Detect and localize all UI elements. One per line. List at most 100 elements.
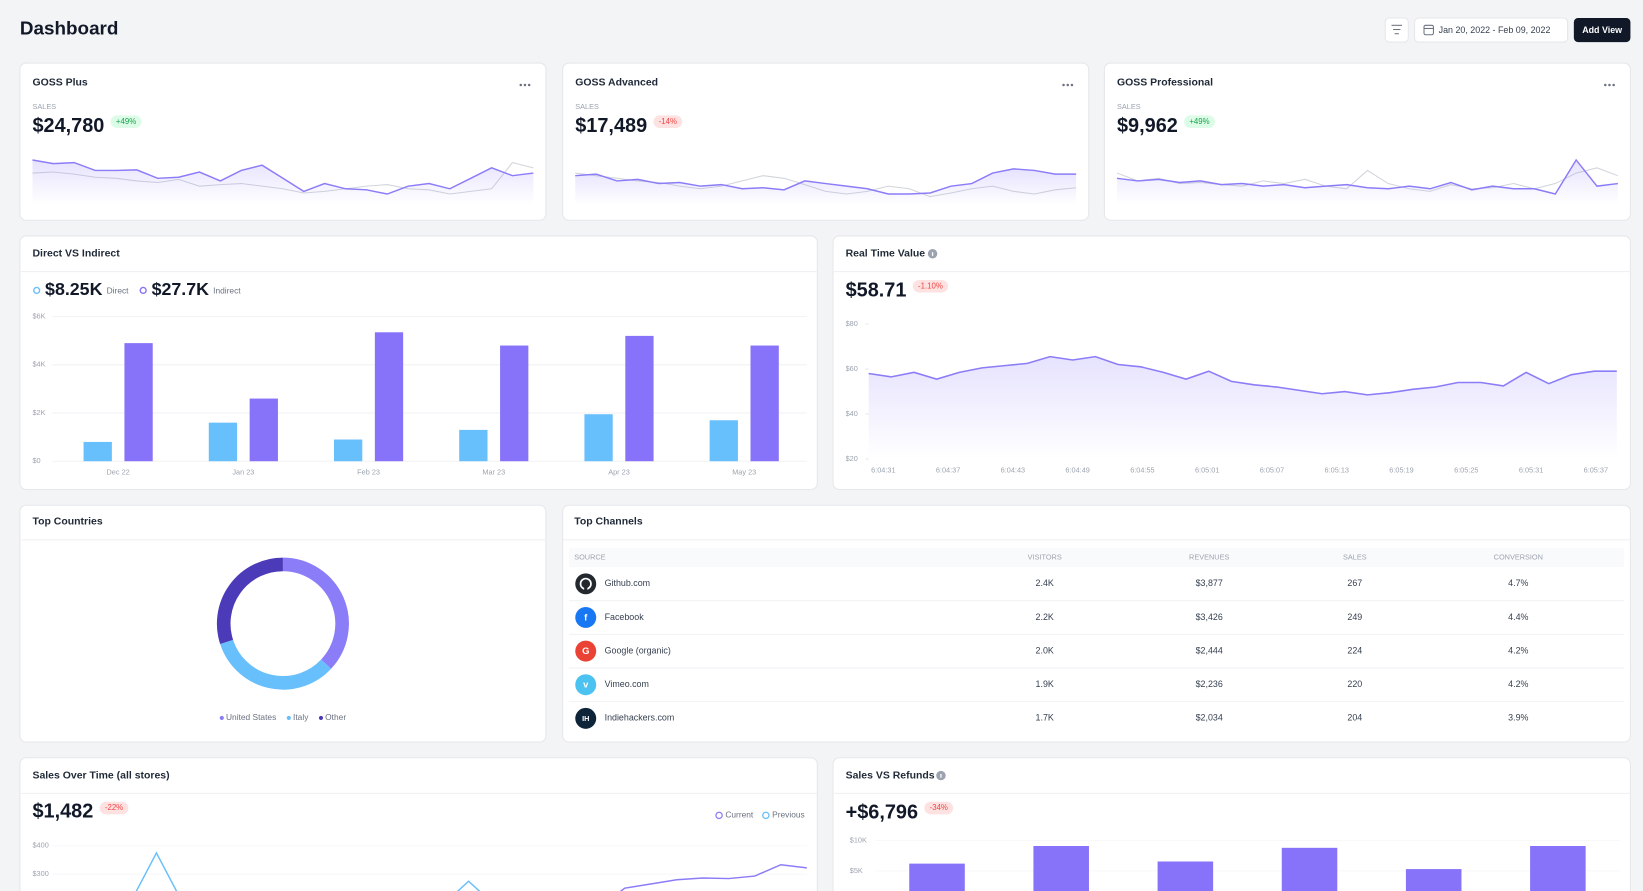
bar (1033, 846, 1089, 891)
card (19, 757, 818, 891)
bar (1405, 869, 1462, 891)
x-tick-label: 6:04:31 (871, 466, 895, 475)
x-tick-label: 6:05:19 (1389, 466, 1413, 475)
card-title: GOSS Plus (32, 78, 87, 89)
column-header: VISITORS (1028, 553, 1062, 562)
sparkline (575, 168, 1077, 195)
table-cell: 4.7% (1508, 578, 1528, 588)
table-cell: Vimeo.com (605, 679, 649, 689)
bar (1281, 847, 1338, 891)
kpi-value: $9,962 (1117, 115, 1178, 137)
calendar-icon (1423, 24, 1434, 36)
source-icon-label: f (584, 611, 588, 622)
menu-dots[interactable] (1604, 83, 1607, 87)
card-value: $58.71 (846, 280, 907, 302)
y-tick-label: $80 (846, 319, 858, 328)
x-tick-label: 6:05:13 (1325, 466, 1349, 475)
menu-dots[interactable] (1066, 83, 1069, 87)
x-tick-label: Jan 23 (232, 468, 254, 477)
kpi-label: SALES (1117, 102, 1141, 111)
x-tick-label: 6:04:43 (1001, 466, 1025, 475)
donut-segment (216, 557, 284, 645)
legend-marker (286, 715, 291, 721)
donut-segment (282, 557, 349, 669)
table-cell: 224 (1347, 645, 1362, 655)
x-tick-label: 6:05:07 (1260, 466, 1284, 475)
table-cell: $2,034 (1196, 713, 1223, 723)
y-tick-label: $40 (846, 409, 858, 418)
change-badge: -22% (105, 803, 123, 812)
sparkline-area (32, 159, 534, 205)
menu-dots[interactable] (1062, 83, 1065, 87)
y-tick-label: $4K (32, 360, 45, 369)
bar (709, 420, 738, 462)
legend-marker (715, 811, 723, 820)
change-badge-bg (653, 115, 683, 129)
y-tick-label: $300 (32, 869, 48, 878)
y-tick-label: $5K (850, 866, 863, 875)
legend-marker (139, 286, 147, 295)
info-icon (940, 773, 942, 778)
card-title: Top Countries (32, 517, 102, 528)
table-cell: 4.2% (1508, 645, 1528, 655)
column-header: SOURCE (574, 553, 605, 562)
menu-dots[interactable] (1070, 83, 1074, 87)
table-cell: $3,877 (1196, 578, 1223, 588)
menu-dots[interactable] (519, 83, 523, 87)
kpi-value: $17,489 (575, 115, 647, 137)
date-range-button[interactable]: Jan 20, 2022 - Feb 09, 2022 (1414, 17, 1569, 43)
x-tick-label: 6:04:49 (1065, 466, 1089, 475)
table-cell: 1.7K (1036, 713, 1054, 723)
y-tick-label: $2K (32, 408, 45, 417)
card-title: Sales Over Time (all stores) (32, 770, 169, 781)
bar (750, 345, 779, 462)
date-range-bg[interactable] (1414, 17, 1569, 43)
x-tick-label: Dec 22 (107, 468, 130, 477)
table-cell: 267 (1347, 578, 1362, 588)
bar (909, 863, 965, 891)
source-icon-label: G (582, 645, 589, 656)
source-icon-label: IH (582, 714, 589, 723)
bar (208, 422, 238, 462)
column-header: REVENUES (1189, 553, 1229, 562)
column-header: SALES (1343, 553, 1367, 562)
source-icon (575, 707, 597, 729)
date-range[interactable]: Jan 20, 2022 - Feb 09, 2022 (1439, 25, 1551, 35)
menu-dots[interactable] (1608, 83, 1611, 87)
line (868, 355, 1617, 396)
bar (374, 332, 404, 462)
menu-dots[interactable] (523, 83, 527, 87)
x-tick-label: Apr 23 (608, 468, 630, 477)
change-badge: +49% (1189, 117, 1209, 126)
add-view-button[interactable]: Add View (1573, 17, 1631, 43)
add-view-bg[interactable] (1573, 17, 1631, 43)
change-badge-bg (110, 115, 142, 129)
table-cell: 220 (1347, 679, 1362, 689)
x-tick-label: 6:05:31 (1519, 466, 1543, 475)
source-icon (575, 573, 597, 595)
sparkline (1116, 158, 1618, 195)
table-cell: 249 (1347, 612, 1362, 622)
legend-marker (318, 715, 324, 721)
series-total: $27.7K (152, 279, 210, 299)
x-tick-label: 6:05:37 (1584, 466, 1608, 475)
change-badge: -14% (659, 117, 677, 126)
sparkline-area (575, 168, 1077, 205)
table-cell: Facebook (605, 612, 645, 622)
table-cell: Github.com (605, 578, 650, 588)
legend-label: United States (226, 712, 276, 722)
bar (625, 335, 654, 462)
source-icon (575, 606, 597, 628)
filter-button[interactable] (1384, 17, 1409, 43)
legend-label: Italy (293, 712, 309, 722)
table-cell: 1.9K (1036, 679, 1054, 689)
menu-dots[interactable] (527, 83, 531, 87)
table-cell: 4.4% (1508, 612, 1528, 622)
menu-dots[interactable] (1612, 83, 1615, 87)
table-cell: Indiehackers.com (605, 713, 675, 723)
table-cell: 3.9% (1508, 713, 1528, 723)
bar (83, 441, 112, 462)
add-view[interactable]: Add View (1582, 25, 1622, 35)
bar (459, 429, 488, 462)
legend-label: Other (325, 712, 346, 722)
